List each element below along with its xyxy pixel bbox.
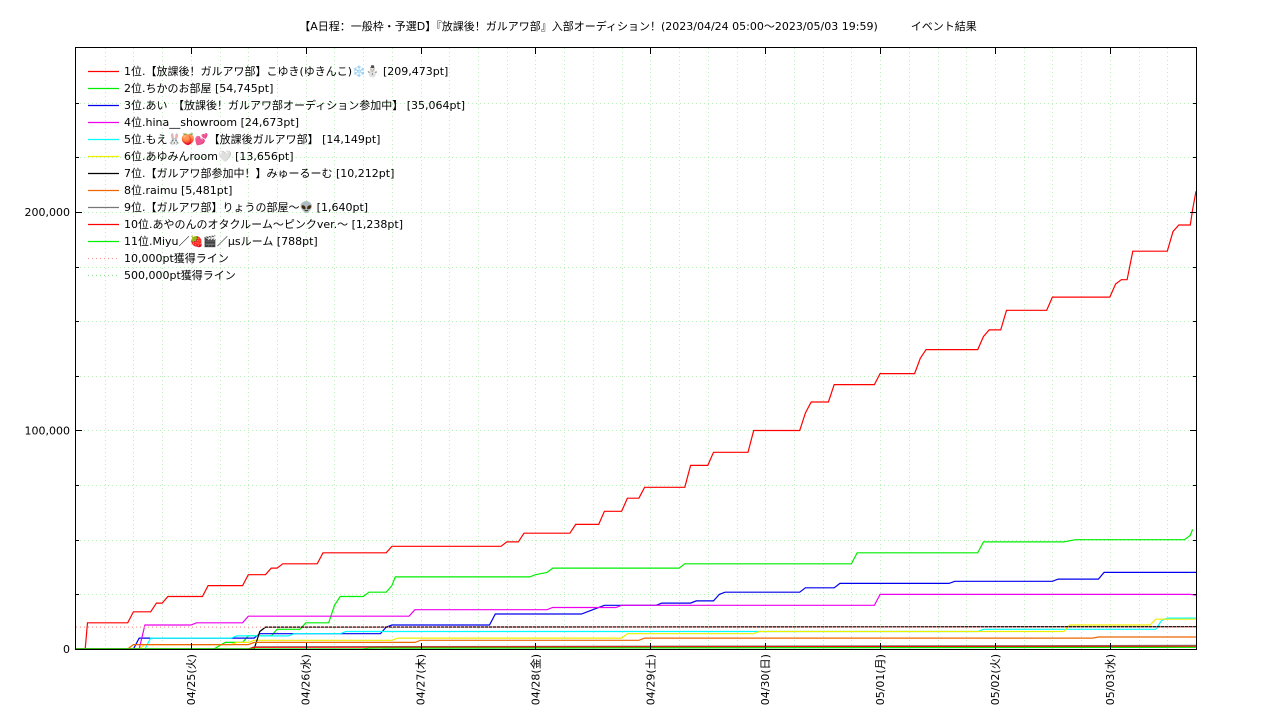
plot-series <box>76 191 1197 650</box>
x-tick-label: 04/30(日) <box>759 654 772 705</box>
legend-label-8: 8位.raimu [5,481pt] <box>124 183 232 197</box>
x-tick-label: 04/27(木) <box>415 654 428 705</box>
x-tick-label: 04/29(土) <box>644 654 657 705</box>
y-tick-label: 0 <box>63 643 70 656</box>
grid <box>76 48 1196 649</box>
series-line-5 <box>76 617 1196 650</box>
series-line-1 <box>76 191 1197 650</box>
legend-label-5: 5位.もえ🐰🍑💕【放課後ガルアワ部】 [14,149pt] <box>124 132 380 146</box>
legend-label-4: 4位.hina__showroom [24,673pt] <box>124 115 299 129</box>
x-tick-label: 04/25(火) <box>185 654 198 705</box>
legend-label-13: 500,000pt獲得ライン <box>124 269 236 282</box>
chart-title: 【A日程：一般枠・予選D】『放課後！ガルアワ部』入部オーディション！(2023/… <box>299 19 977 33</box>
legend-label-11: 11位.Miyu／🍓🎬／µsルーム [788pt] <box>124 234 318 248</box>
legend: 1位.【放課後！ガルアワ部】こゆき(ゆきんこ)❄️⛄ [209,473pt] 2位… <box>88 64 465 282</box>
x-tick-label: 05/02(火) <box>989 654 1002 705</box>
legend-label-3: 3位.あい 【放課後！ガルアワ部オーディション参加中】 [35,064pt] <box>124 98 465 112</box>
series-line-4 <box>76 593 1197 650</box>
x-tick-label: 05/03(水) <box>1104 654 1117 705</box>
series-line-2 <box>76 529 1194 650</box>
x-tick-label: 04/26(水) <box>300 654 313 705</box>
plot-frame <box>75 47 1197 650</box>
series-line-8 <box>76 636 1196 650</box>
legend-label-1: 1位.【放課後！ガルアワ部】こゆき(ゆきんこ)❄️⛄ [209,473pt] <box>124 64 448 78</box>
axes: 0 100,000 200,000 04/25(火) 04/26(水) 04/27(木) 0… <box>25 48 1196 705</box>
series-line-3 <box>76 571 1196 650</box>
x-tick-label: 05/01(月) <box>874 654 887 705</box>
y-tick-label: 200,000 <box>25 206 71 219</box>
legend-label-6: 6位.あゆみんroom🤍 [13,656pt] <box>124 149 294 163</box>
legend-label-2: 2位.ちかのお部屋 [54,745pt] <box>124 81 273 95</box>
legend-label-10: 10位.あやのんのオタクルーム〜ピンクver.〜 [1,238pt] <box>124 217 403 231</box>
legend-label-7: 7位.【ガルアワ部参加中！】みゅーるーむ [10,212pt] <box>124 166 394 180</box>
legend-label-9: 9位.【ガルアワ部】りょうの部屋〜👽 [1,640pt] <box>124 200 368 214</box>
x-tick-label: 04/28(金) <box>528 654 542 705</box>
legend-label-12: 10,000pt獲得ライン <box>124 252 229 265</box>
y-tick-label: 100,000 <box>25 424 71 437</box>
series-line-11 <box>76 646 1197 650</box>
